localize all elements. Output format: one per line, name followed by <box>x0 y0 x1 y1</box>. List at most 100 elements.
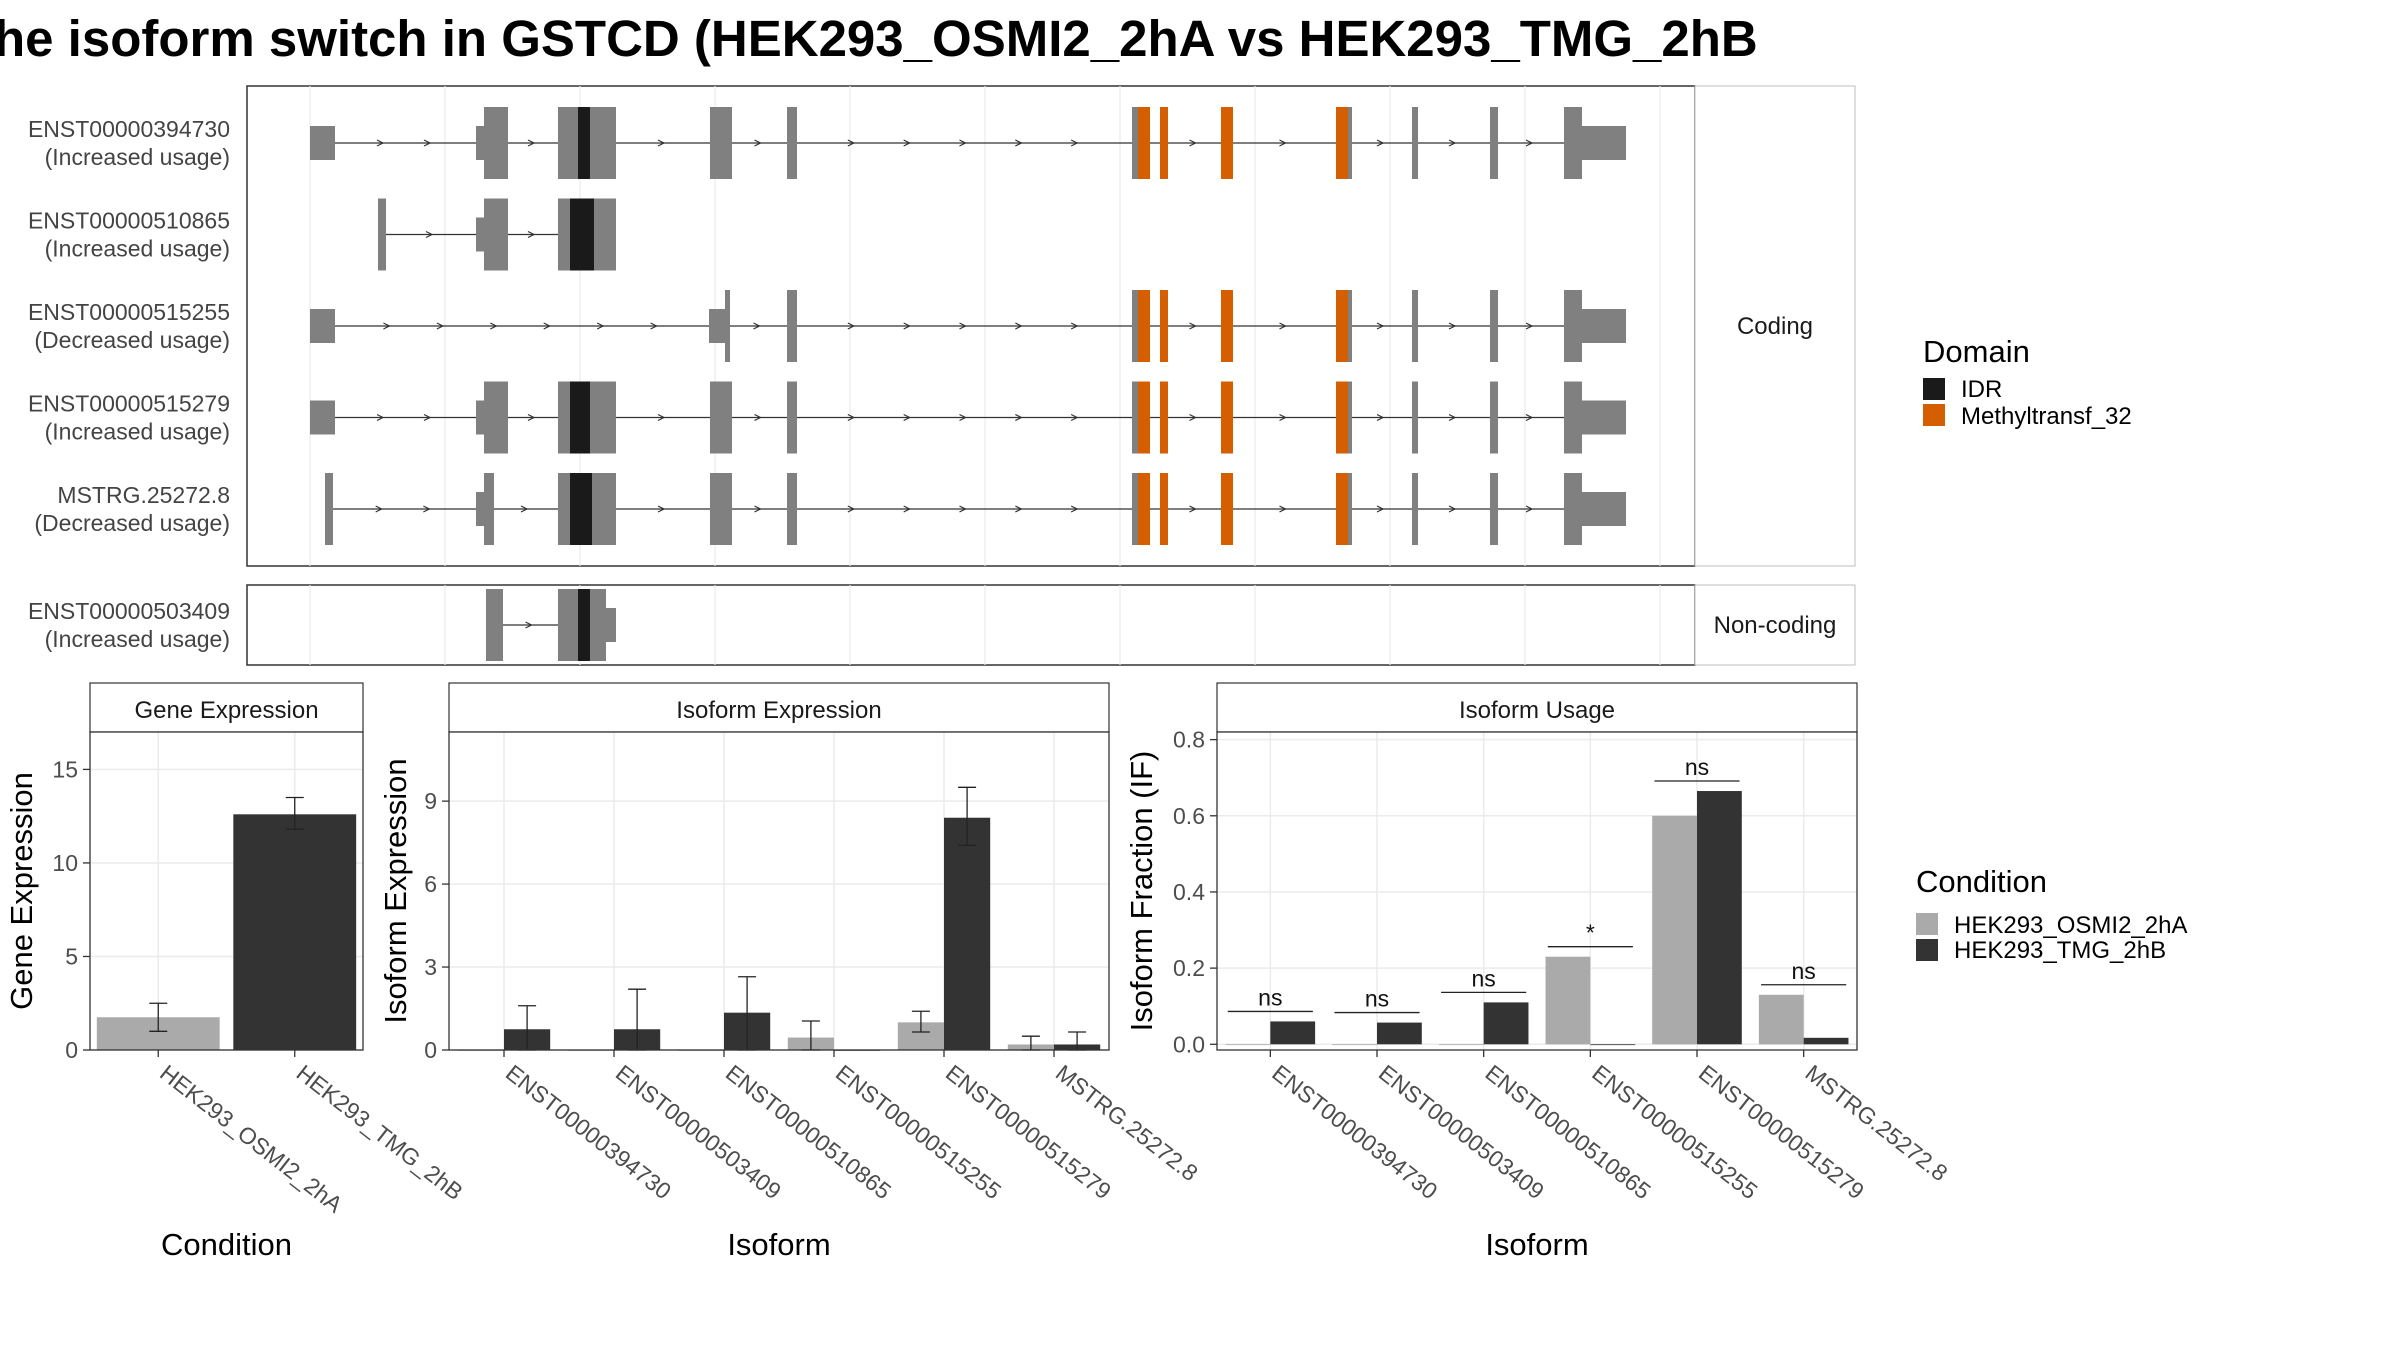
chart-1-ytick-label: 9 <box>424 788 437 814</box>
strand-arrow <box>754 139 762 147</box>
chart-2-bar <box>1697 791 1742 1045</box>
coding-transcript-2-usage: (Decreased usage) <box>34 327 230 353</box>
chart-2-sig-label: ns <box>1685 754 1709 780</box>
methyltransf-domain <box>1221 381 1233 454</box>
exon <box>606 608 616 642</box>
strand-arrow <box>847 322 856 330</box>
exon <box>1564 107 1582 179</box>
methyltransf-domain <box>1336 473 1348 545</box>
idr-domain <box>578 107 590 179</box>
exon <box>725 290 730 362</box>
exon <box>476 217 484 252</box>
chart-2-bar <box>1545 956 1591 1045</box>
exon <box>484 381 508 454</box>
exon <box>1564 381 1582 454</box>
chart-0-title: Gene Expression <box>134 697 318 724</box>
strand-arrow <box>1525 322 1534 330</box>
exon <box>484 473 494 545</box>
methyltransf-domain <box>1336 381 1348 454</box>
methyltransf-domain <box>1336 290 1348 362</box>
chart-2-xlabel: Isoform <box>1485 1227 1588 1262</box>
exon <box>484 107 508 179</box>
noncoding-transcript-0-usage: (Increased usage) <box>45 626 230 652</box>
strand-arrow <box>527 413 536 422</box>
strand-arrow <box>903 505 912 513</box>
strand-arrow <box>1015 139 1023 147</box>
exon <box>1412 107 1418 179</box>
chart-1-plot-bg <box>449 732 1109 1050</box>
chart-2-bar <box>1438 1044 1484 1046</box>
strand-arrow <box>1279 322 1287 330</box>
chart-2-bar <box>1332 1044 1377 1046</box>
coding-transcript-1-usage: (Increased usage) <box>45 236 230 262</box>
coding-transcript-0-id: ENST00000394730 <box>28 116 230 142</box>
exon <box>476 400 484 435</box>
legend-swatch-condition-a <box>1916 913 1938 935</box>
chart-0-ytick-label: 5 <box>65 943 78 969</box>
legend-swatch-condition-b <box>1916 939 1938 961</box>
strand-arrow <box>1070 322 1079 330</box>
chart-0-ytick-label: 10 <box>52 850 78 876</box>
exon <box>1564 473 1582 545</box>
chart-0-ytick-label: 15 <box>52 756 78 782</box>
chart-2-sig-label: ns <box>1365 986 1389 1012</box>
strand-arrow <box>754 413 762 422</box>
legend-label-idr: IDR <box>1961 376 2002 403</box>
strand-arrow <box>1448 505 1457 513</box>
chart-2-bar <box>1758 994 1804 1045</box>
strand-arrow <box>903 139 912 147</box>
methyltransf-domain <box>1160 107 1168 179</box>
exon <box>1582 126 1626 160</box>
strand-arrow <box>1448 322 1457 330</box>
chart-2-ytick-label: 0.8 <box>1173 727 1205 753</box>
chart-2-sig-label: ns <box>1472 965 1496 991</box>
strand-arrow <box>1189 413 1197 422</box>
exon <box>1582 492 1626 526</box>
chart-0-frame <box>89 731 364 1051</box>
exon <box>378 198 386 271</box>
chart-1-xlabel: Isoform <box>727 1227 830 1262</box>
coding-transcript-4-usage: (Decreased usage) <box>34 510 230 536</box>
chart-2-bar <box>1377 1022 1422 1045</box>
chart-1-ytick-label: 6 <box>424 871 437 897</box>
legend-swatch-idr <box>1923 378 1945 400</box>
strand-arrow <box>959 505 967 513</box>
legend-swatch-methyltransf <box>1923 404 1945 426</box>
chart-2-bar <box>1590 1044 1636 1046</box>
chart-2-sig-label: ns <box>1258 984 1282 1010</box>
strand-arrow <box>425 230 434 239</box>
exon <box>787 107 797 179</box>
strand-arrow <box>490 322 498 330</box>
condition-legend-title: Condition <box>1916 864 2047 899</box>
strand-arrow <box>423 139 432 147</box>
chart-2-sig-label: ns <box>1792 958 1816 984</box>
strand-arrow <box>1525 413 1534 422</box>
chart-0-ytick-label: 0 <box>65 1037 78 1063</box>
strand-arrow <box>1279 505 1287 513</box>
idr-domain <box>570 198 594 271</box>
exon <box>594 217 610 252</box>
exon <box>476 492 484 526</box>
coding-transcript-3-usage: (Increased usage) <box>45 419 230 445</box>
strand-arrow <box>1448 413 1457 422</box>
chart-0-xlabel: Condition <box>161 1227 292 1262</box>
exon <box>1490 107 1498 179</box>
exon <box>486 589 503 661</box>
exon <box>484 198 508 271</box>
exon <box>476 126 484 160</box>
strand-arrow <box>1376 322 1385 330</box>
chart-1-ytick-label: 3 <box>424 954 437 980</box>
chart-0-strip <box>89 682 364 733</box>
bar-charts: Gene Expression051015HEK293_OSMI2_2hAHEK… <box>4 682 1953 1262</box>
strand-arrow <box>1070 413 1079 422</box>
exon <box>710 381 732 454</box>
chart-2-ytick-label: 0.4 <box>1173 879 1205 905</box>
strand-arrow <box>753 322 761 330</box>
exon <box>1490 290 1498 362</box>
strand-arrow <box>1070 139 1079 147</box>
exon <box>787 473 797 545</box>
idr-domain <box>570 381 590 454</box>
strand-arrow <box>525 621 533 629</box>
strand-arrow <box>650 322 658 330</box>
